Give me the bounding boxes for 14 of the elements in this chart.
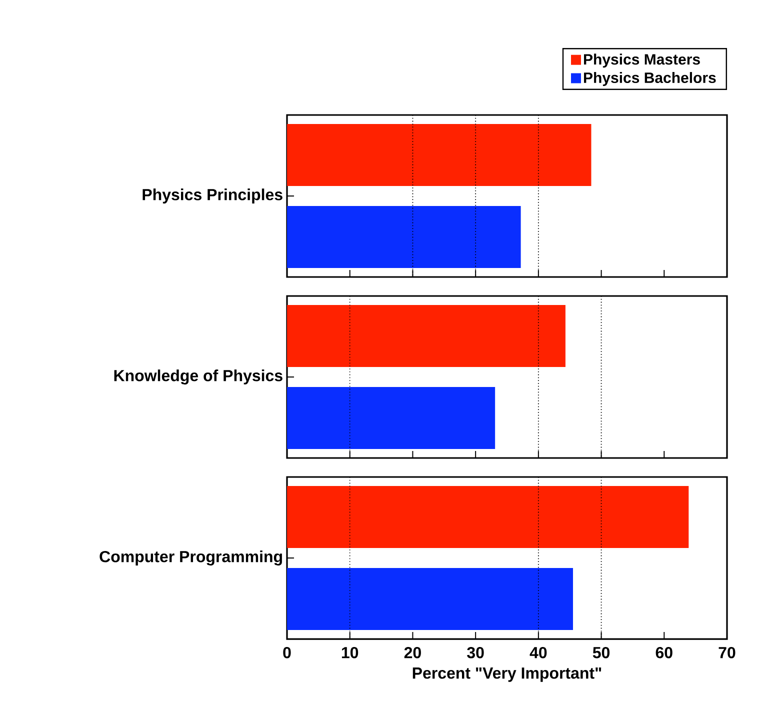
x-tick-label: 60 [656,646,672,658]
x-tick-label: 30 [467,646,484,658]
x-tick-label: 50 [592,646,610,658]
x-tick-label: 10 [342,646,358,658]
legend-label: Physics Bachelors [584,72,716,86]
legend-label: Physics Masters [584,54,700,68]
x-tick-label: 70 [718,646,736,658]
y-tick-label: Computer Programming [100,550,282,566]
x-tick-label: 40 [530,646,547,658]
x-tick-label: 20 [404,646,421,658]
y-tick-label: Physics Principles [142,188,282,204]
y-tick-label: Knowledge of Physics [114,370,282,384]
x-axis-title: Percent "Very Important" [412,668,602,682]
x-tick-label: 0 [283,646,291,658]
